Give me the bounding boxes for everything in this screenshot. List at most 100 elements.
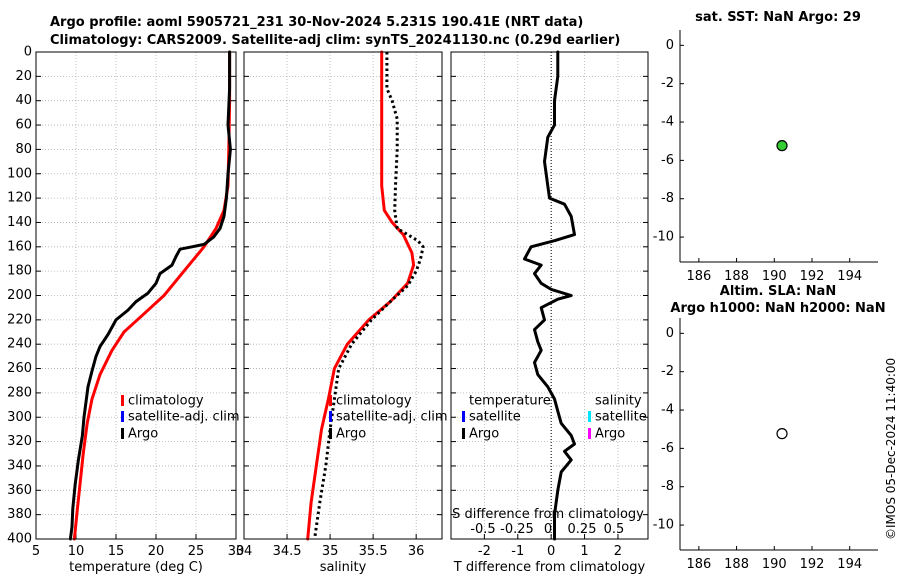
sla-ytick-label: -2 <box>661 364 674 379</box>
temp-legend-argo-label: Argo <box>128 427 158 442</box>
sal-legend-argo-label: Argo <box>336 427 366 442</box>
diff-legend-s-argo-label: Argo <box>595 427 625 442</box>
sst-ytick-label: -4 <box>661 115 674 130</box>
sla-ytick-label: -10 <box>653 518 674 533</box>
temp-xtick-label: 25 <box>188 544 205 559</box>
sal-xtick-label: 34.5 <box>273 544 302 559</box>
diff-argo-t-line <box>523 50 576 541</box>
temp-axes-frame <box>35 51 237 540</box>
temp-ytick-label: 100 <box>7 166 32 181</box>
temp-xtick-label: 15 <box>108 544 125 559</box>
sst-float-position-marker <box>776 140 788 152</box>
sst-ytick-label: -6 <box>661 153 674 168</box>
sst-ytick-label: -2 <box>661 76 674 91</box>
sal-xtick-label: 35.5 <box>359 544 388 559</box>
sal-legend-satellite-swatch <box>329 411 332 422</box>
sla-title-line-2: Argo h1000: NaN h2000: NaN <box>670 301 886 316</box>
temp-legend-climatology-label: climatology <box>128 394 204 409</box>
temp-argo-line <box>68 50 232 541</box>
sla-ytick-label: -4 <box>661 403 674 418</box>
diff-xtick-label: -2 <box>478 544 491 559</box>
sla-xtick-label: 190 <box>762 557 787 572</box>
sst-ytick-label: 0 <box>666 38 674 53</box>
temp-xtick-label: 20 <box>148 544 165 559</box>
sla-xtick-label: 194 <box>837 557 862 572</box>
temp-ytick-label: 140 <box>7 215 32 230</box>
diff-legend-t-argo-label: Argo <box>469 427 499 442</box>
sla-float-position-marker <box>776 428 788 440</box>
sla-ytick-label: -6 <box>661 441 674 456</box>
temp-ytick-label: 360 <box>7 483 32 498</box>
sal-xtick-label: 34 <box>236 544 253 559</box>
temp-ytick-label: 220 <box>7 312 32 327</box>
diff-legend-t-satellite-swatch <box>462 411 465 422</box>
temp-ytick-label: 60 <box>15 118 32 133</box>
sla-xtick-label: 188 <box>724 557 749 572</box>
diff-legend-s-satellite-swatch <box>588 411 591 422</box>
sla-xtick-label: 192 <box>800 557 825 572</box>
diff-s-tick-label: -0.5 <box>470 522 495 537</box>
sla-ytick-label: 0 <box>666 326 674 341</box>
sal-legend-satellite-label: satellite-adj. clim <box>336 410 448 425</box>
temp-ytick-label: 400 <box>7 532 32 547</box>
temp-ytick-label: 380 <box>7 507 32 522</box>
sal-legend-argo-swatch <box>329 428 332 439</box>
sal-axes-frame <box>243 51 443 540</box>
sal-xtick-label: 36 <box>408 544 425 559</box>
diff-s-tick-label: -0.25 <box>500 522 534 537</box>
temp-ytick-label: 200 <box>7 288 32 303</box>
diff-s-tick-label: 0 <box>544 522 552 537</box>
temp-ytick-label: 120 <box>7 191 32 206</box>
temp-ytick-label: 180 <box>7 264 32 279</box>
diff-s-tick-label: 0.25 <box>568 522 597 537</box>
temp-ytick-label: 40 <box>15 93 32 108</box>
temp-ytick-label: 320 <box>7 434 32 449</box>
temp-climatology-line <box>72 50 232 541</box>
diff-xtick-label: -1 <box>511 544 524 559</box>
diff-xtick-label: 0 <box>547 544 555 559</box>
diff-legend-temperature-label: temperature <box>469 394 551 409</box>
diff-legend-t-argo-swatch <box>462 428 465 439</box>
temp-ytick-label: 300 <box>7 410 32 425</box>
temp-xtick-label: 30 <box>228 544 245 559</box>
sal-xtick-label: 35 <box>322 544 339 559</box>
sal-argo-line <box>313 52 425 540</box>
diff-x-axis-label: T difference from climatology <box>453 560 646 575</box>
sst-ytick-label: -8 <box>661 191 674 206</box>
temp-legend-satellite-swatch <box>121 411 124 422</box>
sst-xtick-label: 188 <box>724 269 749 284</box>
sst-title: sat. SST: NaN Argo: 29 <box>695 10 861 25</box>
temp-ytick-label: 0 <box>24 45 32 60</box>
temp-ytick-label: 20 <box>15 69 32 84</box>
sst-xtick-label: 190 <box>762 269 787 284</box>
sla-ytick-label: -8 <box>661 479 674 494</box>
sal-climatology-line <box>306 50 416 541</box>
diff-legend-s-satellite-label: satellite <box>595 410 647 425</box>
temp-grid <box>35 51 237 540</box>
sst-ytick-label: -10 <box>653 230 674 245</box>
header-line-1: Argo profile: aoml 5905721_231 30-Nov-20… <box>50 15 584 30</box>
header-line-2: Climatology: CARS2009. Satellite-adj cli… <box>50 33 621 48</box>
sal-grid <box>243 51 442 540</box>
sal-legend-climatology-label: climatology <box>336 394 412 409</box>
diff-legend-salinity-label: salinity <box>595 394 642 409</box>
temp-legend-satellite-label: satellite-adj. clim <box>128 410 240 425</box>
temp-ytick-label: 260 <box>7 361 32 376</box>
sst-xtick-label: 186 <box>686 269 711 284</box>
temp-ytick-label: 160 <box>7 239 32 254</box>
temp-x-axis-label: temperature (deg C) <box>69 560 203 575</box>
temp-ytick-label: 340 <box>7 458 32 473</box>
diff-axes-frame <box>450 51 649 540</box>
diff-xtick-label: 2 <box>614 544 622 559</box>
diff-legend-t-satellite-label: satellite <box>469 410 521 425</box>
temp-xtick-label: 5 <box>32 544 40 559</box>
sla-title-line-1: Altim. SLA: NaN <box>719 284 837 299</box>
sal-legend-climatology-swatch <box>329 395 332 406</box>
temp-legend-argo-swatch <box>121 428 124 439</box>
diff-legend-s-argo-swatch <box>588 428 591 439</box>
sal-x-axis-label: salinity <box>320 560 367 575</box>
temp-ytick-label: 240 <box>7 337 32 352</box>
sst-xtick-label: 194 <box>837 269 862 284</box>
temp-legend-climatology-swatch <box>121 395 124 406</box>
